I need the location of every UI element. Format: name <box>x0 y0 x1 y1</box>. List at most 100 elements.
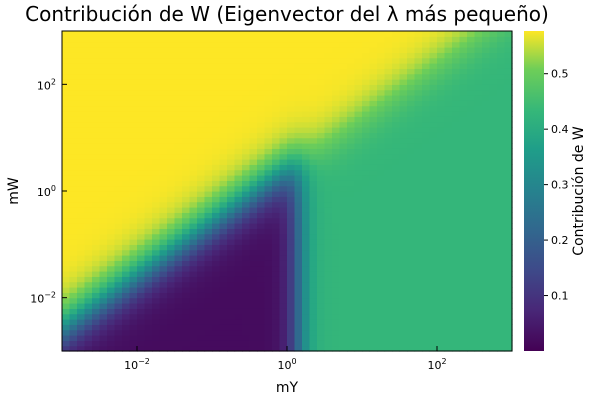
heatmap-cell <box>99 297 108 304</box>
heatmap-cell <box>504 63 513 69</box>
heatmap-cell <box>204 297 213 304</box>
heatmap-cell <box>129 79 138 85</box>
heatmap-cell <box>279 276 288 283</box>
heatmap-cell <box>392 185 401 192</box>
heatmap-cell <box>107 287 116 293</box>
heatmap-cell <box>324 121 333 128</box>
heatmap-cell <box>399 308 408 315</box>
heatmap-cell <box>144 319 153 325</box>
colorbar-tick-label: 0.2 <box>551 234 569 247</box>
heatmap-cell <box>227 249 236 256</box>
heatmap-cell <box>257 132 266 139</box>
heatmap-cell <box>309 105 318 112</box>
heatmap-cell <box>504 111 513 117</box>
heatmap-cell <box>489 169 498 176</box>
heatmap-cell <box>174 169 183 176</box>
heatmap-cell <box>77 143 86 149</box>
heatmap-cell <box>347 255 356 261</box>
heatmap-cell <box>182 121 191 128</box>
heatmap-cell <box>294 143 303 149</box>
heatmap-cell <box>324 116 333 123</box>
heatmap-cell <box>219 271 228 277</box>
heatmap-cell <box>227 223 236 229</box>
heatmap-cell <box>429 313 438 320</box>
heatmap-cell <box>99 63 108 69</box>
heatmap-cell <box>137 111 146 117</box>
heatmap-cell <box>317 89 326 96</box>
heatmap-cell <box>422 89 431 96</box>
heatmap-cell <box>459 180 468 187</box>
heatmap-cell <box>212 265 221 272</box>
heatmap-cell <box>429 116 438 123</box>
heatmap-cell <box>242 137 251 144</box>
heatmap-cell <box>287 196 296 203</box>
heatmap-cell <box>107 271 116 277</box>
heatmap-cell <box>362 169 371 176</box>
heatmap-cell <box>189 319 198 325</box>
heatmap-cell <box>362 116 371 123</box>
heatmap-cell <box>107 180 116 187</box>
heatmap-cell <box>137 31 146 37</box>
heatmap-cell <box>467 276 476 283</box>
heatmap-cell <box>339 223 348 229</box>
heatmap-cell <box>234 345 243 352</box>
heatmap-cell <box>84 159 93 165</box>
heatmap-cell <box>174 121 183 128</box>
heatmap-cell <box>92 52 101 59</box>
heatmap-cell <box>62 180 71 187</box>
heatmap-cell <box>497 292 506 299</box>
heatmap-cell <box>159 153 168 160</box>
heatmap-cell <box>129 265 138 272</box>
heatmap-cell <box>489 239 498 245</box>
heatmap-cell <box>99 175 108 181</box>
heatmap-cell <box>324 84 333 91</box>
heatmap-cell <box>407 287 416 293</box>
heatmap-cell <box>212 297 221 304</box>
heatmap-cell <box>167 201 176 208</box>
heatmap-cell <box>257 41 266 48</box>
heatmap-cell <box>197 207 206 213</box>
heatmap-cell <box>287 287 296 293</box>
heatmap-cell <box>497 169 506 176</box>
heatmap-cell <box>474 148 483 155</box>
heatmap-cell <box>227 345 236 352</box>
heatmap-cell <box>309 249 318 256</box>
heatmap-cell <box>347 73 356 80</box>
heatmap-cell <box>272 57 281 64</box>
heatmap-cell <box>474 169 483 176</box>
heatmap-cell <box>257 281 266 288</box>
heatmap-cell <box>414 303 423 309</box>
heatmap-cell <box>407 212 416 219</box>
heatmap-cell <box>234 137 243 144</box>
heatmap-cell <box>189 260 198 267</box>
heatmap-cell <box>219 63 228 69</box>
heatmap-cell <box>107 249 116 256</box>
heatmap-cell <box>114 276 123 283</box>
heatmap-cell <box>107 121 116 128</box>
heatmap-cell <box>444 116 453 123</box>
heatmap-cell <box>107 175 116 181</box>
heatmap-cell <box>332 335 341 341</box>
heatmap-cell <box>467 105 476 112</box>
heatmap-cell <box>167 345 176 352</box>
heatmap-cell <box>399 89 408 96</box>
heatmap-cell <box>272 276 281 283</box>
heatmap-cell <box>332 297 341 304</box>
heatmap-cell <box>84 345 93 352</box>
heatmap-cell <box>384 228 393 235</box>
heatmap-cell <box>504 228 513 235</box>
heatmap-cell <box>309 63 318 69</box>
heatmap-cell <box>302 345 311 352</box>
heatmap-cell <box>369 308 378 315</box>
heatmap-cell <box>384 89 393 96</box>
heatmap-cell <box>392 164 401 171</box>
heatmap-cell <box>182 153 191 160</box>
heatmap-cell <box>452 47 461 53</box>
heatmap-cell <box>92 36 101 43</box>
heatmap-cell <box>204 265 213 272</box>
heatmap-cell <box>62 121 71 128</box>
heatmap-cell <box>137 89 146 96</box>
heatmap-cell <box>317 31 326 37</box>
heatmap-cell <box>324 100 333 107</box>
heatmap-cell <box>414 265 423 272</box>
